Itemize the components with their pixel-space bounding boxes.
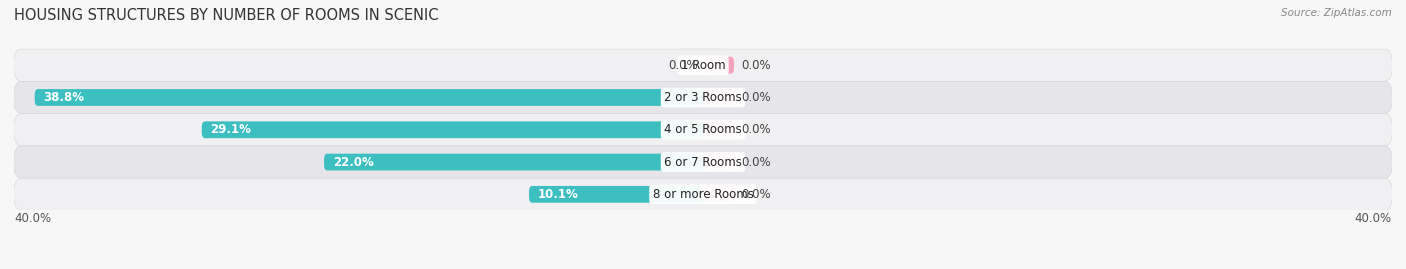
Text: HOUSING STRUCTURES BY NUMBER OF ROOMS IN SCENIC: HOUSING STRUCTURES BY NUMBER OF ROOMS IN… [14,8,439,23]
FancyBboxPatch shape [703,154,734,171]
Text: 0.0%: 0.0% [741,59,770,72]
FancyBboxPatch shape [703,186,734,203]
Text: 40.0%: 40.0% [1355,212,1392,225]
Text: 8 or more Rooms: 8 or more Rooms [652,188,754,201]
Text: 40.0%: 40.0% [14,212,51,225]
FancyBboxPatch shape [703,89,734,106]
Text: 29.1%: 29.1% [211,123,252,136]
Text: 6 or 7 Rooms: 6 or 7 Rooms [664,155,742,169]
Text: 1 Room: 1 Room [681,59,725,72]
Text: 38.8%: 38.8% [44,91,84,104]
FancyBboxPatch shape [703,57,734,74]
FancyBboxPatch shape [529,186,703,203]
FancyBboxPatch shape [202,121,703,138]
FancyBboxPatch shape [14,81,1392,114]
Text: 10.1%: 10.1% [537,188,578,201]
FancyBboxPatch shape [14,49,1392,81]
FancyBboxPatch shape [35,89,703,106]
Text: 0.0%: 0.0% [741,123,770,136]
FancyBboxPatch shape [14,178,1392,210]
Text: 0.0%: 0.0% [741,91,770,104]
Text: 4 or 5 Rooms: 4 or 5 Rooms [664,123,742,136]
Text: 0.0%: 0.0% [668,59,697,72]
FancyBboxPatch shape [14,114,1392,146]
FancyBboxPatch shape [323,154,703,171]
Text: 22.0%: 22.0% [333,155,374,169]
FancyBboxPatch shape [703,121,734,138]
Text: 2 or 3 Rooms: 2 or 3 Rooms [664,91,742,104]
Text: 0.0%: 0.0% [741,155,770,169]
Text: 0.0%: 0.0% [741,188,770,201]
Text: Source: ZipAtlas.com: Source: ZipAtlas.com [1281,8,1392,18]
FancyBboxPatch shape [14,146,1392,178]
